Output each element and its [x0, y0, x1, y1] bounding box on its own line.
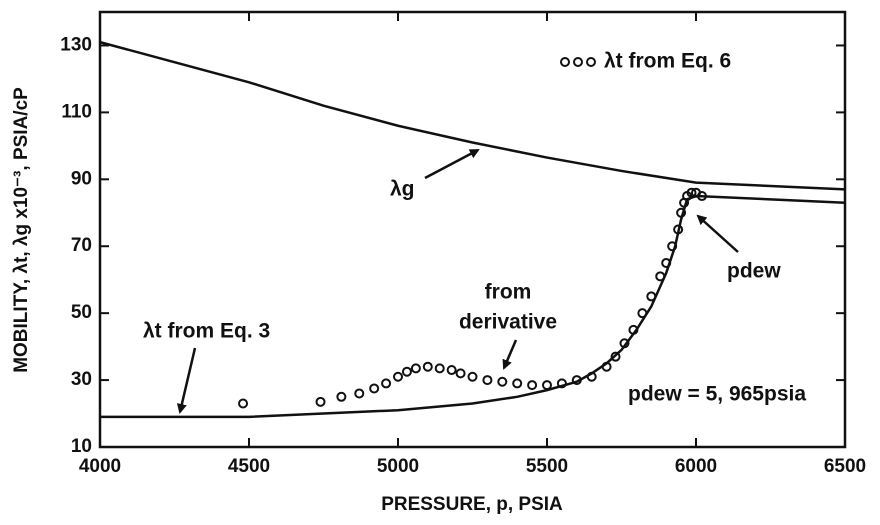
marker: [586, 371, 597, 382]
marker: [482, 375, 493, 386]
arrow: [176, 347, 197, 414]
marker: [238, 398, 249, 409]
x-tick-label: 4000: [79, 456, 121, 477]
annotation: from: [485, 281, 532, 304]
marker: [336, 391, 347, 402]
marker: [497, 376, 508, 387]
arrow: [502, 339, 518, 370]
annotation: pdew = 5, 965psia: [628, 383, 806, 406]
legend-marker: [560, 57, 570, 67]
marker: [410, 363, 421, 374]
marker: [512, 378, 523, 389]
marker: [381, 378, 392, 389]
arrow: [424, 148, 480, 180]
marker: [619, 338, 630, 349]
marker: [434, 363, 445, 374]
marker: [667, 241, 678, 252]
x-tick-label: 4500: [228, 456, 270, 477]
marker: [628, 324, 639, 335]
marker: [556, 378, 567, 389]
marker: [696, 191, 707, 202]
x-tick-label: 5000: [377, 456, 419, 477]
x-tick-label: 6000: [675, 456, 717, 477]
legend-label: λt from Eq. 6: [604, 50, 731, 73]
x-axis-label: PRESSURE, p, PSIA: [381, 494, 563, 515]
annotation: pdew: [727, 260, 781, 283]
marker: [422, 361, 433, 372]
marker: [527, 380, 538, 391]
marker: [601, 361, 612, 372]
arrow: [696, 214, 739, 253]
marker: [369, 383, 380, 394]
legend-marker: [586, 57, 596, 67]
y-tick-label: 110: [61, 101, 92, 122]
marker: [610, 351, 621, 362]
marker: [455, 368, 466, 379]
marker: [401, 366, 412, 377]
marker: [542, 380, 552, 391]
marker: [676, 207, 687, 218]
marker: [686, 187, 697, 198]
marker: [661, 257, 672, 268]
marker: [637, 308, 648, 319]
y-tick-label: 90: [71, 168, 92, 189]
x-tick-label: 6500: [824, 456, 866, 477]
marker: [393, 371, 403, 382]
y-axis-label: MOBILITY, λt, λg x10⁻³, PSIA/cP: [11, 87, 32, 373]
series-label: λt from Eq. 3: [143, 320, 270, 343]
y-tick-label: 50: [71, 302, 92, 323]
y-tick-label: 30: [71, 369, 92, 390]
x-tick-label: 5500: [526, 456, 568, 477]
marker: [315, 396, 326, 407]
marker: [446, 365, 457, 376]
y-tick-label: 130: [60, 34, 92, 55]
line: [99, 40, 846, 191]
marker: [571, 375, 582, 386]
marker: [673, 224, 684, 235]
legend-marker: [573, 57, 583, 67]
marker: [467, 371, 478, 382]
marker: [354, 388, 365, 399]
y-tick-label: 10: [71, 436, 92, 457]
plot-frame: [98, 10, 847, 449]
annotation: derivative: [459, 311, 557, 334]
marker: [646, 291, 657, 302]
series-label: λg: [390, 178, 415, 201]
marker: [655, 271, 666, 282]
y-tick-label: 70: [71, 235, 92, 256]
